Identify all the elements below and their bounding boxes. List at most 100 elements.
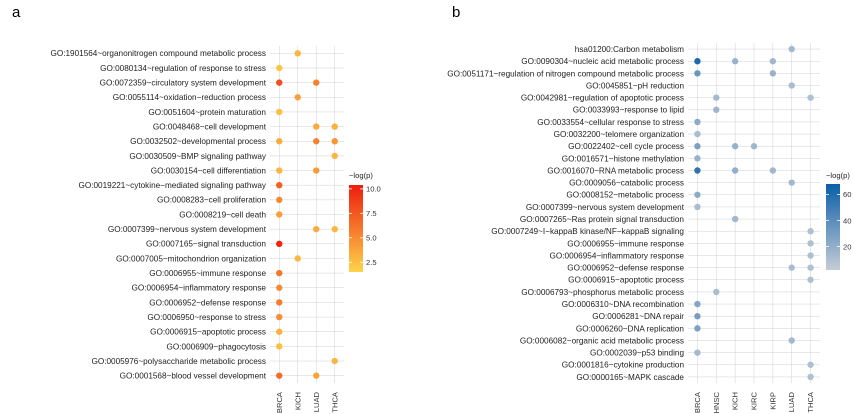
data-point bbox=[769, 167, 777, 174]
x-tick-labels: BRCA KICH LUAD THCA bbox=[275, 391, 340, 413]
y-tick-label: GO:0030154~cell differentiation bbox=[151, 166, 267, 175]
y-tick-labels: hsa01200:Carbon metabolism GO:0090304~nuc… bbox=[447, 45, 684, 382]
data-point bbox=[788, 179, 795, 186]
data-point bbox=[713, 288, 720, 296]
y-tick-label: GO:0006950~response to stress bbox=[147, 313, 266, 322]
x-tick-label: THCA bbox=[330, 391, 339, 413]
y-tick-label: GO:0051604~protein maturation bbox=[148, 108, 266, 117]
legend-tick-label: 60 bbox=[843, 190, 851, 199]
data-point bbox=[694, 58, 701, 65]
data-point bbox=[276, 328, 283, 335]
x-tick-label: LUAD bbox=[787, 391, 796, 412]
panel-label-b: b bbox=[452, 4, 460, 21]
data-point bbox=[331, 123, 338, 130]
data-point bbox=[713, 106, 720, 113]
data-point bbox=[769, 70, 777, 77]
y-tick-label: GO:1901564~organonitrogen compound metab… bbox=[50, 49, 266, 58]
y-tick-label: GO:0006082~organic acid metabolic proces… bbox=[520, 336, 684, 345]
data-point bbox=[294, 255, 301, 262]
data-point bbox=[731, 58, 739, 65]
y-tick-label: GO:0072359~circulatory system developmen… bbox=[100, 79, 267, 88]
data-point bbox=[788, 264, 795, 271]
y-tick-label: GO:0016070~RNA metabolic process bbox=[547, 166, 684, 175]
legend-tick-label: 5.0 bbox=[366, 234, 377, 243]
legend-tick-label: 7.5 bbox=[366, 209, 377, 218]
y-tick-label: GO:0008283~cell proliferation bbox=[157, 196, 266, 205]
y-tick-label: GO:0006793~phosphorus metabolic process bbox=[521, 288, 684, 297]
data-point bbox=[276, 240, 283, 248]
data-point bbox=[807, 276, 814, 283]
y-tick-labels: GO:1901564~organonitrogen compound metab… bbox=[50, 49, 266, 380]
y-tick-label: GO:0006260~DNA replication bbox=[576, 324, 685, 333]
y-tick-label: GO:0006955~immune response bbox=[149, 269, 266, 278]
data-point bbox=[276, 79, 283, 86]
legend-color-bar bbox=[826, 184, 840, 270]
color-legend: −log(p) 60 40 20 bbox=[826, 171, 851, 270]
y-tick-label: GO:0048468~cell development bbox=[153, 122, 267, 131]
data-point bbox=[694, 349, 701, 356]
data-point bbox=[769, 58, 777, 65]
chart-panel-b: hsa01200:Carbon metabolism GO:0090304~nuc… bbox=[447, 43, 851, 414]
data-point bbox=[294, 50, 301, 57]
y-tick-label: GO:0006909~phagocytosis bbox=[167, 342, 266, 351]
x-tick-label: THCA bbox=[806, 391, 815, 413]
data-points bbox=[276, 50, 338, 379]
y-tick-label: hsa01200:Carbon metabolism bbox=[575, 45, 684, 54]
data-point bbox=[694, 155, 701, 162]
x-tick-label: LUAD bbox=[312, 391, 321, 412]
data-point bbox=[276, 138, 283, 145]
x-tick-label: BRCA bbox=[275, 391, 284, 413]
chart-panel-a: GO:1901564~organonitrogen compound metab… bbox=[50, 46, 381, 413]
data-point bbox=[294, 94, 301, 101]
y-tick-label: GO:0090304~nucleic acid metabolic proces… bbox=[521, 57, 684, 66]
y-tick-label: GO:0030509~BMP signaling pathway bbox=[129, 152, 267, 161]
grid-lines bbox=[688, 43, 820, 383]
y-tick-label: GO:0008152~metabolic process bbox=[566, 191, 684, 200]
data-point bbox=[807, 240, 814, 247]
y-tick-label: GO:0009056~catabolic process bbox=[569, 179, 684, 188]
y-tick-label: GO:0006954~inflammatory response bbox=[550, 251, 685, 260]
y-tick-label: GO:0008219~cell death bbox=[179, 210, 266, 219]
data-point bbox=[731, 167, 739, 174]
y-tick-label: GO:0080134~regulation of response to str… bbox=[100, 64, 266, 73]
y-tick-label: GO:0045851~pH reduction bbox=[586, 81, 685, 90]
y-tick-label: GO:0007265~Ras protein signal transducti… bbox=[520, 215, 685, 224]
data-point bbox=[276, 108, 283, 116]
x-tick-label: HNSC bbox=[712, 391, 721, 413]
y-tick-label: GO:0006281~DNA repair bbox=[592, 312, 684, 321]
data-point bbox=[694, 70, 701, 77]
x-tick-label: BRCA bbox=[693, 391, 702, 413]
y-tick-label: GO:0032200~telomere organization bbox=[554, 130, 685, 139]
data-point bbox=[788, 82, 795, 89]
data-point bbox=[694, 313, 701, 320]
data-point bbox=[313, 79, 320, 86]
data-point bbox=[276, 196, 283, 204]
data-point bbox=[276, 64, 283, 72]
legend-tick-label: 10.0 bbox=[366, 185, 381, 194]
data-point bbox=[731, 143, 739, 150]
data-point bbox=[807, 228, 814, 235]
panel-label-a: a bbox=[12, 4, 21, 21]
y-tick-label: GO:0001568~blood vessel development bbox=[120, 372, 267, 381]
y-tick-label: GO:0033993~response to lipid bbox=[573, 106, 685, 115]
y-tick-label: GO:0007399~nervous system development bbox=[108, 225, 267, 234]
x-tick-label: KIRC bbox=[750, 391, 759, 410]
y-tick-label: GO:0007399~nervous system development bbox=[526, 203, 685, 212]
y-tick-label: GO:0007005~mitochondrion organization bbox=[116, 254, 266, 263]
data-point bbox=[694, 191, 701, 198]
data-point bbox=[276, 343, 283, 350]
data-point bbox=[276, 372, 283, 379]
data-point bbox=[313, 138, 320, 145]
y-tick-label: GO:0032502~developmental process bbox=[130, 137, 266, 146]
y-tick-label: GO:0001816~cytokine production bbox=[562, 361, 685, 370]
data-point bbox=[694, 325, 701, 332]
legend-tick-label: 2.5 bbox=[366, 258, 377, 267]
data-point bbox=[276, 284, 283, 291]
data-point bbox=[788, 337, 795, 344]
data-point bbox=[807, 361, 814, 368]
data-point bbox=[276, 299, 283, 306]
y-tick-label: GO:0051171~regulation of nitrogen compou… bbox=[447, 69, 684, 78]
y-tick-label: GO:0055114~oxidation−reduction process bbox=[113, 93, 266, 102]
data-point bbox=[276, 211, 283, 218]
